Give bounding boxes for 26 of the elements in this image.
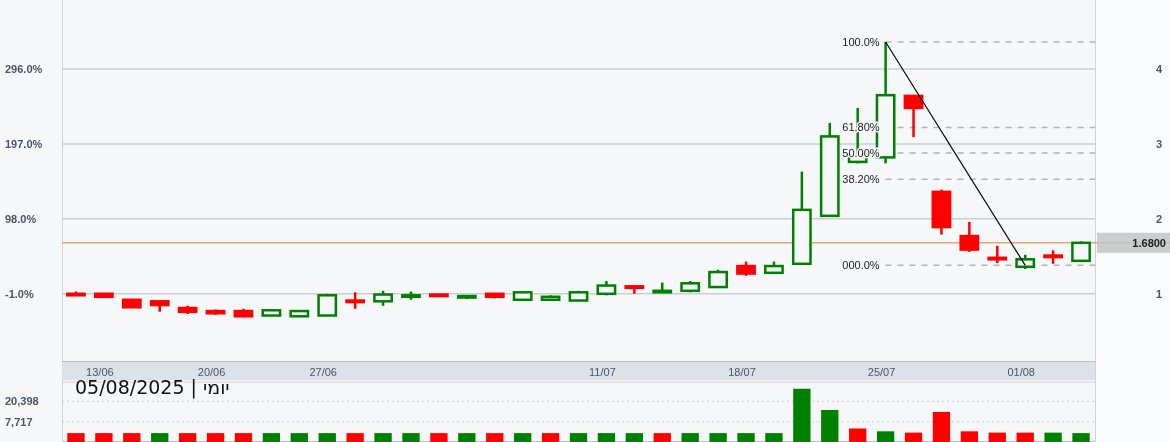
annotation: 100.0% <box>842 35 880 48</box>
x-tick-label: 27/06 <box>309 366 337 378</box>
x-tick-label: 11/07 <box>589 366 616 378</box>
x-tick-label: 25/07 <box>867 366 896 378</box>
y-tick-label: 3 <box>1155 137 1162 150</box>
candlestick <box>959 220 980 254</box>
y-tick-label: 7,717 <box>5 415 33 428</box>
candlestick <box>1071 240 1091 263</box>
y2-tick-label: 98.0% <box>5 212 37 225</box>
x-tick-label: 13/06 <box>86 366 114 378</box>
y-tick-label: 20,398 <box>5 395 39 408</box>
y2-tick-label: 296.0% <box>5 62 43 75</box>
x-tick-label: 20/06 <box>197 366 226 378</box>
x-tick-label: 18/07 <box>728 366 756 378</box>
y-tick-label: 2 <box>1155 212 1162 225</box>
y-tick-label: 1 <box>1155 287 1162 300</box>
x-tick-label: 01/08 <box>1007 366 1035 378</box>
annotation: 38.20% <box>842 173 880 186</box>
y-tick-label: 4 <box>1155 62 1163 75</box>
ref-line-label: 1.6800 <box>1132 236 1166 249</box>
chart-title: 05/08/2025 | יומי <box>75 376 230 399</box>
y2-tick-label: 197.0% <box>5 137 43 150</box>
y2-tick-label: -1.0% <box>5 287 34 300</box>
candlestick <box>903 94 924 139</box>
annotation: 000.0% <box>842 259 880 272</box>
candlestick <box>987 244 1008 265</box>
